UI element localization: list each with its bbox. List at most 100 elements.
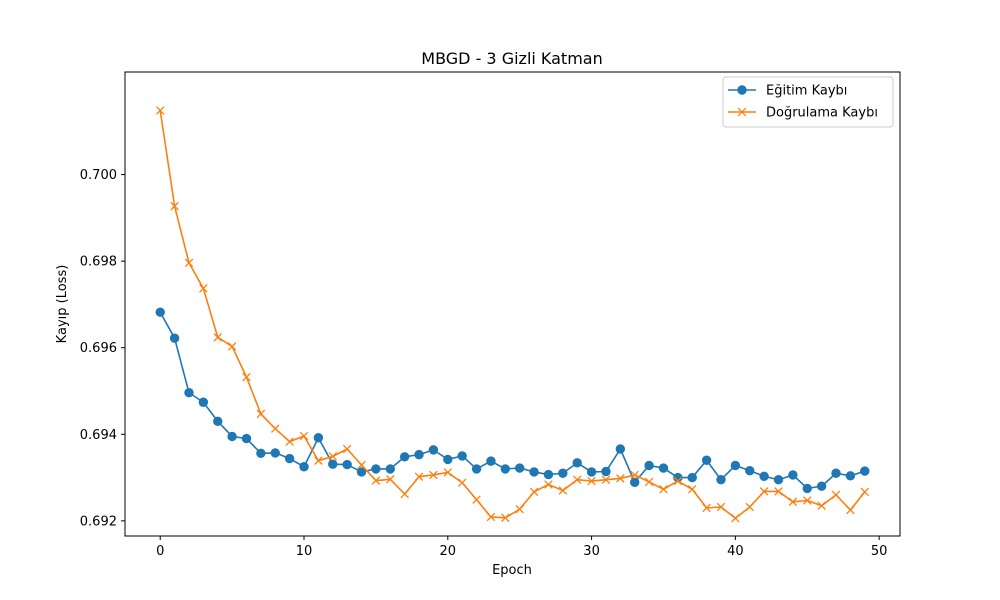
data-point <box>386 475 395 484</box>
data-point <box>199 284 208 293</box>
data-point <box>601 466 611 477</box>
chart-title: MBGD - 3 Gizli Katman <box>421 49 602 68</box>
data-point <box>155 106 165 115</box>
data-point <box>213 333 223 342</box>
data-point <box>399 452 410 462</box>
data-point <box>572 458 582 468</box>
data-point <box>731 513 740 523</box>
data-point <box>587 476 596 486</box>
y-tick-label: 0.696 <box>80 341 117 356</box>
x-tick-label: 50 <box>871 544 888 559</box>
data-point <box>256 448 266 459</box>
data-point <box>544 480 553 489</box>
data-point <box>802 496 812 505</box>
x-axis-label: Epoch <box>492 563 532 578</box>
data-point <box>788 497 798 507</box>
plot-area <box>155 106 870 523</box>
data-point <box>500 464 511 474</box>
legend-marker <box>737 107 747 117</box>
legend-label: Eğitim Kaybı <box>766 84 847 99</box>
data-point <box>414 472 424 481</box>
data-point <box>817 501 826 510</box>
data-point <box>501 513 510 523</box>
data-point <box>658 463 669 473</box>
data-point <box>558 468 568 478</box>
legend-box <box>722 76 894 128</box>
data-point <box>342 459 352 470</box>
data-point <box>586 467 597 477</box>
data-point <box>486 456 496 466</box>
y-axis-label: Kayıp (Loss) <box>55 265 70 344</box>
data-point <box>644 477 654 487</box>
data-point <box>184 258 194 268</box>
data-point <box>716 502 726 512</box>
data-point <box>701 455 712 465</box>
data-point <box>155 307 165 317</box>
data-point <box>659 484 668 494</box>
data-point <box>730 460 741 471</box>
x-tick-label: 40 <box>727 544 744 559</box>
data-point <box>845 471 856 481</box>
data-point <box>716 475 726 485</box>
y-tick-label: 0.692 <box>80 514 117 529</box>
data-point <box>543 469 554 480</box>
data-point <box>759 487 769 496</box>
x-tick-label: 20 <box>440 544 457 559</box>
data-point <box>227 431 237 442</box>
data-point <box>745 465 755 476</box>
data-point <box>831 468 841 478</box>
data-point <box>429 470 438 480</box>
data-point <box>213 416 223 426</box>
data-point <box>256 409 266 419</box>
data-point <box>328 452 338 461</box>
data-point <box>773 475 784 485</box>
y-tick-label: 0.698 <box>80 255 117 270</box>
data-point <box>356 467 367 477</box>
y-tick-label: 0.694 <box>80 428 117 443</box>
data-point <box>745 502 755 512</box>
legend-marker <box>737 85 747 95</box>
data-point <box>572 475 582 484</box>
data-point <box>616 474 625 483</box>
data-point <box>860 466 870 476</box>
data-point <box>471 464 482 474</box>
data-point <box>371 464 381 474</box>
x-tick-label: 30 <box>583 544 600 559</box>
x-tick-label: 0 <box>156 544 164 559</box>
data-point <box>242 372 251 382</box>
data-point <box>284 453 295 464</box>
data-point <box>270 424 280 433</box>
plot-frame <box>124 71 901 537</box>
data-point <box>357 460 366 470</box>
series-training-loss <box>155 307 870 494</box>
data-point <box>514 463 525 473</box>
data-point <box>644 460 654 471</box>
legend: Eğitim Kaybı Doğrulama Kaybı <box>722 76 894 128</box>
data-point <box>630 477 640 488</box>
data-point <box>169 333 180 343</box>
data-point <box>774 487 783 496</box>
data-point <box>299 462 309 472</box>
data-point <box>227 342 237 351</box>
data-point <box>457 451 467 461</box>
data-point <box>342 444 352 454</box>
data-point <box>400 489 409 499</box>
data-point <box>615 444 626 454</box>
data-point <box>802 483 812 494</box>
data-point <box>472 495 481 504</box>
y-tick-label: 0.700 <box>80 168 117 183</box>
data-point <box>486 512 496 522</box>
x-axis: 0 10 20 30 40 50 <box>156 536 887 559</box>
data-point <box>601 475 611 484</box>
data-point <box>198 397 209 407</box>
data-point <box>457 478 467 488</box>
data-point <box>831 490 841 500</box>
data-point <box>846 505 855 515</box>
data-point <box>371 476 381 485</box>
data-point <box>285 437 294 446</box>
data-point <box>313 433 324 443</box>
data-point <box>529 487 539 497</box>
data-point <box>443 454 453 465</box>
data-point <box>759 471 769 481</box>
